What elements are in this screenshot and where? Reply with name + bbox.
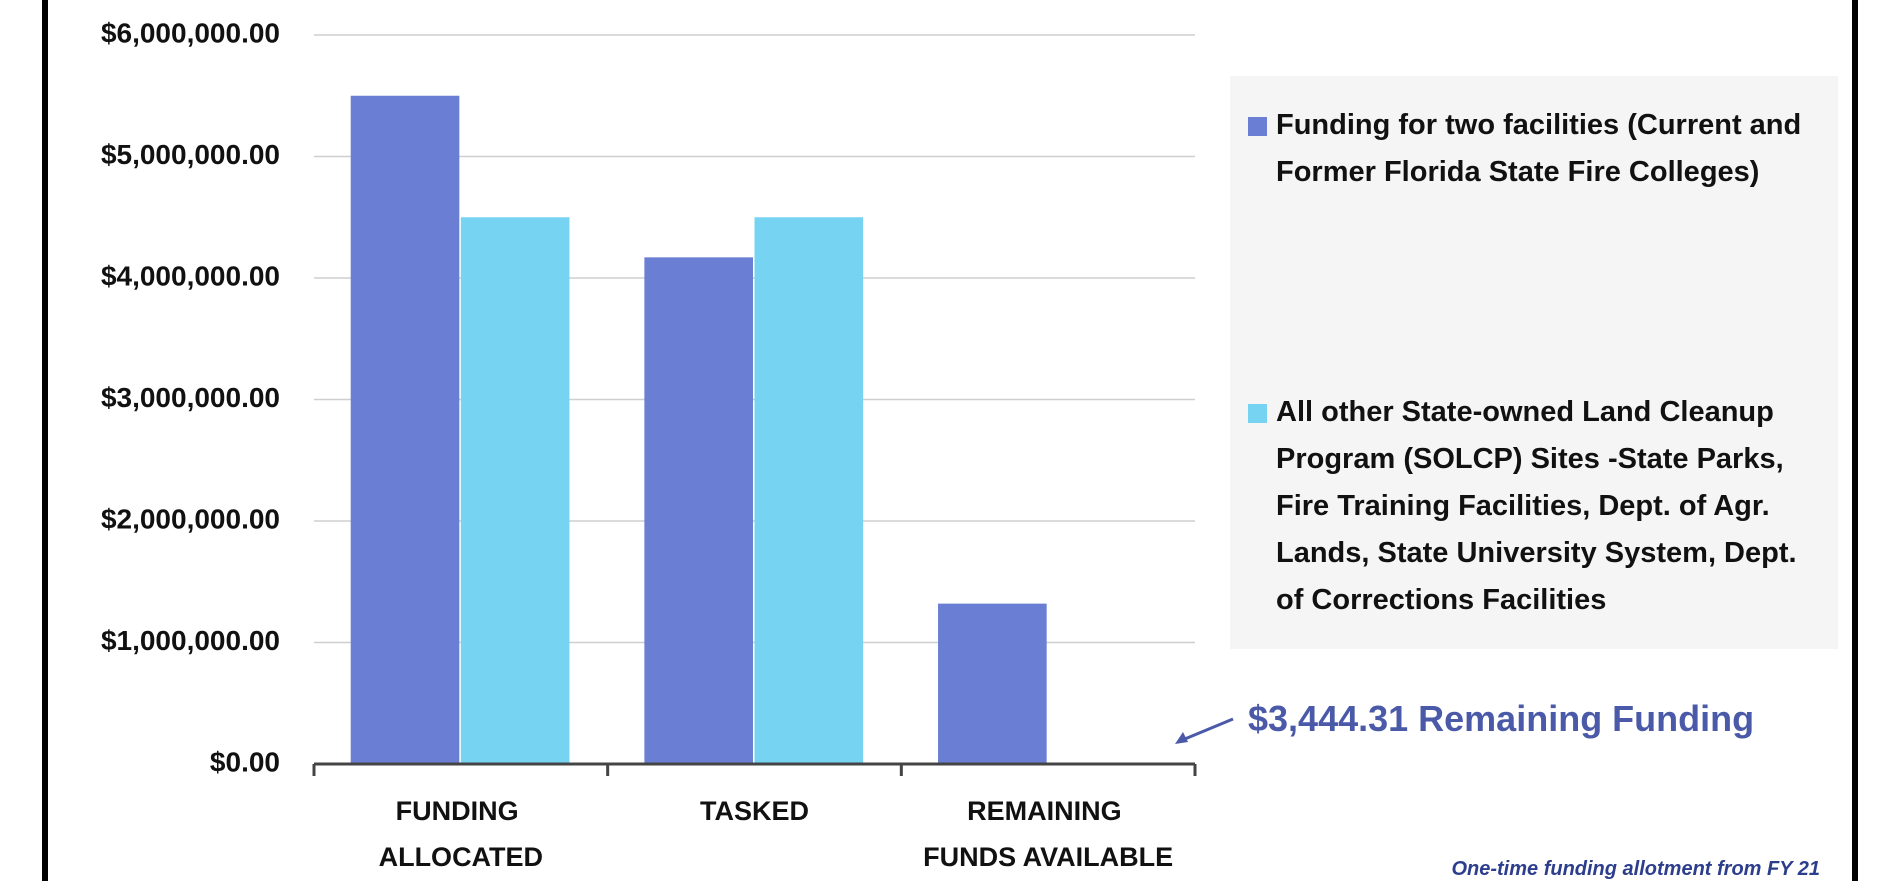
legend-swatch xyxy=(1248,117,1267,136)
frame-right xyxy=(1852,0,1858,881)
bar xyxy=(460,217,570,764)
annotation-arrow xyxy=(1179,717,1234,743)
bar xyxy=(938,603,1047,764)
bar xyxy=(350,95,460,764)
frame-left xyxy=(42,0,48,881)
y-tick-label: $0.00 xyxy=(210,746,280,777)
legend-label: All other State-owned Land Cleanup Progr… xyxy=(1276,396,1797,616)
y-tick-label: $4,000,000.00 xyxy=(101,260,280,291)
y-tick-label: $2,000,000.00 xyxy=(101,503,280,534)
legend-entry: All other State-owned Land Cleanup Progr… xyxy=(1248,389,1818,624)
y-tick-label: $3,000,000.00 xyxy=(101,382,280,413)
y-tick-label: $6,000,000.00 xyxy=(101,17,280,48)
x-tick-label: TASKED xyxy=(700,796,809,826)
annotation-arrowhead xyxy=(1175,732,1188,744)
legend: Funding for two facilities (Current and … xyxy=(1230,76,1838,649)
footnote: One-time funding allotment from FY 21 xyxy=(1451,858,1820,880)
bar xyxy=(644,257,753,764)
legend-swatch xyxy=(1248,404,1267,423)
y-tick-label: $1,000,000.00 xyxy=(101,625,280,656)
annotation: $3,444.31 Remaining Funding xyxy=(1248,698,1755,739)
x-tick-label: REMAINING FUNDS AVAILABLE xyxy=(923,796,1173,872)
legend-label: Funding for two facilities (Current and … xyxy=(1276,109,1802,188)
x-tick-label: FUNDING ALLOCATED xyxy=(379,796,543,872)
bar xyxy=(754,217,864,764)
legend-entry: Funding for two facilities (Current and … xyxy=(1248,102,1818,196)
y-tick-label: $5,000,000.00 xyxy=(101,139,280,170)
